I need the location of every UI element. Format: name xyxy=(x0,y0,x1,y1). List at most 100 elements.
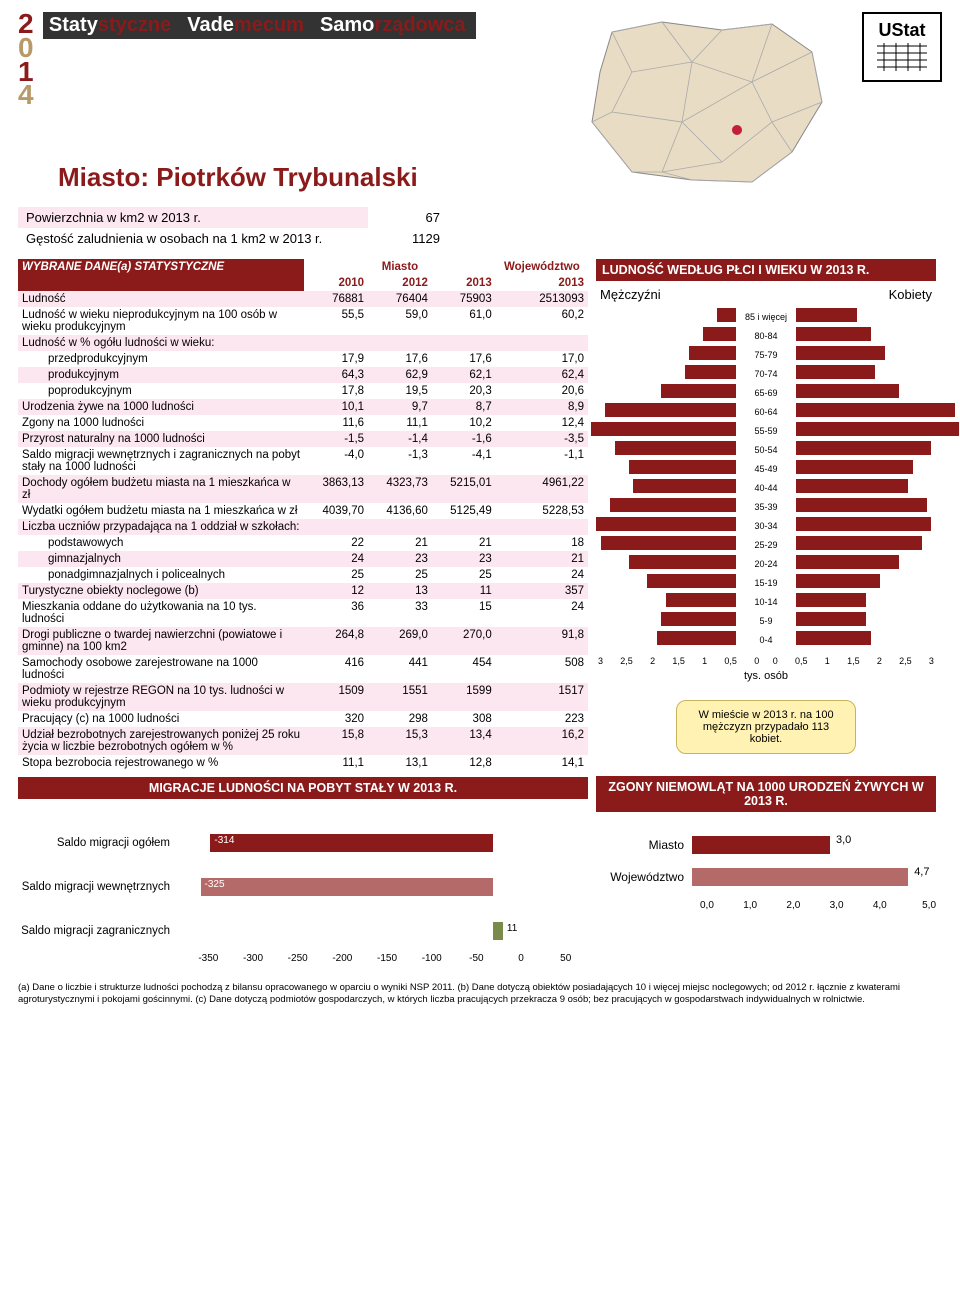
title-word: Statystyczne xyxy=(43,12,181,39)
row-value: 269,0 xyxy=(368,627,432,655)
row-value: 11 xyxy=(432,583,496,599)
row-value: 1599 xyxy=(432,683,496,711)
row-value xyxy=(496,335,588,351)
row-label: przedprodukcyjnym xyxy=(18,351,304,367)
age-label: 0-4 xyxy=(736,631,796,650)
male-bar xyxy=(605,403,736,417)
mortality-bar xyxy=(692,836,830,854)
row-value: 24 xyxy=(496,567,588,583)
header: 2014 StatystyczneVademecumSamorządowca U… xyxy=(18,12,942,152)
row-value: 17,6 xyxy=(368,351,432,367)
male-bar xyxy=(601,536,736,550)
row-value: 23 xyxy=(368,551,432,567)
row-value: 416 xyxy=(304,655,368,683)
mortality-axis: 0,01,02,03,04,05,0 xyxy=(700,900,936,911)
row-value: 14,1 xyxy=(496,755,588,771)
row-value: 11,1 xyxy=(304,755,368,771)
row-value: -4,0 xyxy=(304,447,368,475)
male-bar xyxy=(717,308,736,322)
table-row: podstawowych22212118 xyxy=(18,535,588,551)
row-value: -4,1 xyxy=(432,447,496,475)
table-row: Udział bezrobotnych zarejestrowanych pon… xyxy=(18,727,588,755)
pyramid-row: 65-69 xyxy=(596,382,936,401)
pyramid-row: 40-44 xyxy=(596,477,936,496)
female-bar xyxy=(796,536,922,550)
row-value: 62,4 xyxy=(496,367,588,383)
col-city: Miasto xyxy=(368,259,432,275)
row-value xyxy=(432,519,496,535)
row-label: Zgony na 1000 ludności xyxy=(18,415,304,431)
pyramid-row: 60-64 xyxy=(596,401,936,420)
row-value: -1,5 xyxy=(304,431,368,447)
summary-table: Powierzchnia w km2 w 2013 r.67Gęstość za… xyxy=(18,207,448,249)
row-value: 2513093 xyxy=(496,291,588,307)
mortality-label: Miasto xyxy=(596,838,692,852)
row-value: 60,2 xyxy=(496,307,588,335)
male-label: Mężczyźni xyxy=(600,287,661,302)
row-label: Liczba uczniów przypadająca na 1 oddział… xyxy=(18,519,304,535)
migration-bar xyxy=(210,834,493,852)
pyramid-row: 5-9 xyxy=(596,610,936,629)
year-col: 2013 xyxy=(432,275,496,291)
table-row: ponadgimnazjalnych i policealnych2525252… xyxy=(18,567,588,583)
title-word: Samorządowca xyxy=(314,12,476,39)
row-value: 270,0 xyxy=(432,627,496,655)
row-value: 5215,01 xyxy=(432,475,496,503)
table-row: Dochody ogółem budżetu miasta na 1 miesz… xyxy=(18,475,588,503)
row-value: 76404 xyxy=(368,291,432,307)
row-value: 298 xyxy=(368,711,432,727)
pyramid-row: 30-34 xyxy=(596,515,936,534)
row-value xyxy=(368,335,432,351)
row-value: 17,6 xyxy=(432,351,496,367)
female-bar xyxy=(796,365,875,379)
pyramid-row: 0-4 xyxy=(596,629,936,648)
row-label: Ludność xyxy=(18,291,304,307)
migration-value: 11 xyxy=(507,923,517,934)
row-label: Mieszkania oddane do użytkowania na 10 t… xyxy=(18,599,304,627)
ustat-text: UStat xyxy=(864,20,940,41)
migration-header: MIGRACJE LUDNOŚCI NA POBYT STAŁY W 2013 … xyxy=(18,777,588,799)
row-value: 25 xyxy=(368,567,432,583)
migration-label: Saldo migracji zagranicznych xyxy=(18,925,178,937)
title-words: StatystyczneVademecumSamorządowca xyxy=(43,12,476,41)
col-woj: Województwo xyxy=(496,259,588,275)
migration-bar xyxy=(201,878,494,896)
row-label: produkcyjnym xyxy=(18,367,304,383)
row-value: 19,5 xyxy=(368,383,432,399)
mortality-track: 4,7 xyxy=(692,868,936,886)
row-label: ponadgimnazjalnych i policealnych xyxy=(18,567,304,583)
row-value: 4039,70 xyxy=(304,503,368,519)
migration-value: -325 xyxy=(205,879,225,890)
male-bar xyxy=(615,441,736,455)
table-row: przedprodukcyjnym17,917,617,617,0 xyxy=(18,351,588,367)
table-row: Urodzenia żywe na 1000 ludności10,19,78,… xyxy=(18,399,588,415)
migration-row: Saldo migracji wewnętrznych-325 xyxy=(18,865,588,909)
row-value: 25 xyxy=(432,567,496,583)
male-bar xyxy=(633,479,736,493)
row-value: 264,8 xyxy=(304,627,368,655)
pyramid-axis: 32,521,510,5000,511,522,53 xyxy=(596,656,936,666)
table-row: Podmioty w rejestrze REGON na 10 tys. lu… xyxy=(18,683,588,711)
row-value: 12,4 xyxy=(496,415,588,431)
row-value: 76881 xyxy=(304,291,368,307)
row-value: 15,8 xyxy=(304,727,368,755)
row-label: Samochody osobowe zarejestrowane na 1000… xyxy=(18,655,304,683)
row-value: 10,2 xyxy=(432,415,496,431)
row-value: 61,0 xyxy=(432,307,496,335)
female-bar xyxy=(796,308,857,322)
female-bar xyxy=(796,574,880,588)
pyramid-sub: Mężczyźni Kobiety xyxy=(600,287,932,302)
row-value: 12,8 xyxy=(432,755,496,771)
male-bar xyxy=(629,555,736,569)
row-value xyxy=(368,519,432,535)
migration-label: Saldo migracji ogółem xyxy=(18,837,178,849)
row-label: poprodukcyjnym xyxy=(18,383,304,399)
pyramid-row: 85 i więcej xyxy=(596,306,936,325)
row-value: 308 xyxy=(432,711,496,727)
row-value: 8,7 xyxy=(432,399,496,415)
migration-bar-area: -325 xyxy=(178,876,588,898)
row-value: 15 xyxy=(432,599,496,627)
female-bar xyxy=(796,327,871,341)
male-bar xyxy=(657,631,736,645)
mortality-value: 4,7 xyxy=(914,866,929,878)
